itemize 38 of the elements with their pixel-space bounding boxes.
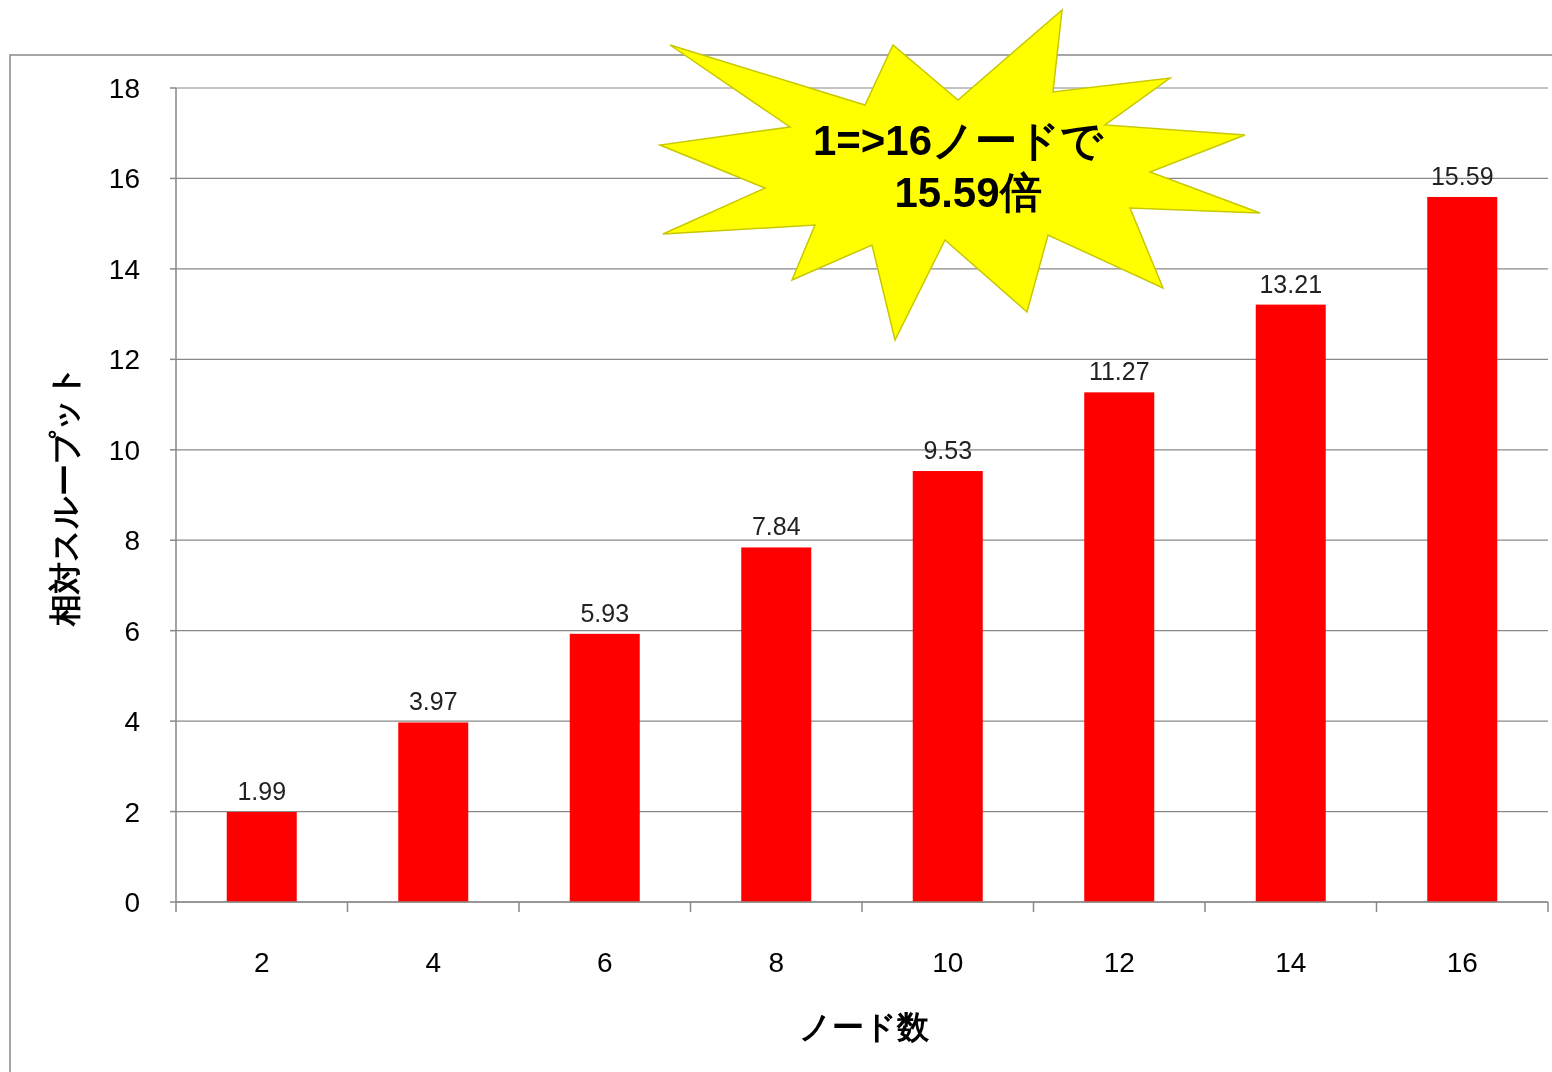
x-tick-label: 6 — [596, 947, 613, 978]
x-tick-label: 8 — [768, 947, 785, 978]
y-tick-label: 4 — [124, 706, 140, 738]
data-label: 15.59 — [1430, 161, 1494, 190]
data-label: 1.99 — [237, 777, 287, 806]
bar — [1427, 196, 1498, 902]
y-tick-label: 10 — [108, 434, 140, 466]
bar — [1084, 392, 1155, 902]
y-tick-label: 14 — [108, 253, 140, 285]
bar — [226, 812, 297, 902]
annotation: 15.59倍 — [894, 169, 1042, 216]
x-tick-label: 4 — [425, 947, 442, 978]
bar — [398, 722, 469, 902]
x-axis-title: ノード数 — [799, 1009, 930, 1045]
x-tick-label: 14 — [1275, 947, 1307, 978]
x-tick-label: 12 — [1103, 947, 1135, 978]
bar — [741, 547, 812, 902]
x-tick-label: 2 — [253, 947, 270, 978]
bar — [1255, 304, 1326, 902]
y-axis-title: 相対スループット — [47, 364, 83, 627]
y-tick-label: 8 — [124, 525, 140, 557]
bar — [569, 633, 640, 902]
data-label: 7.84 — [751, 512, 801, 541]
x-tick-label: 10 — [932, 947, 964, 978]
data-label: 5.93 — [580, 598, 630, 627]
data-label: 9.53 — [923, 436, 973, 465]
data-label: 3.97 — [408, 687, 458, 716]
data-label: 13.21 — [1259, 269, 1323, 298]
annotation: 1=>16ノードで — [812, 117, 1105, 164]
data-label: 11.27 — [1088, 357, 1150, 386]
y-tick-label: 18 — [108, 73, 140, 104]
bar — [912, 471, 983, 902]
y-tick-label: 12 — [108, 344, 140, 376]
x-tick-label: 16 — [1446, 947, 1478, 978]
y-tick-label: 16 — [108, 163, 140, 195]
y-tick-label: 0 — [124, 887, 140, 918]
y-tick-label: 2 — [124, 796, 140, 828]
y-tick-label: 6 — [124, 615, 140, 647]
